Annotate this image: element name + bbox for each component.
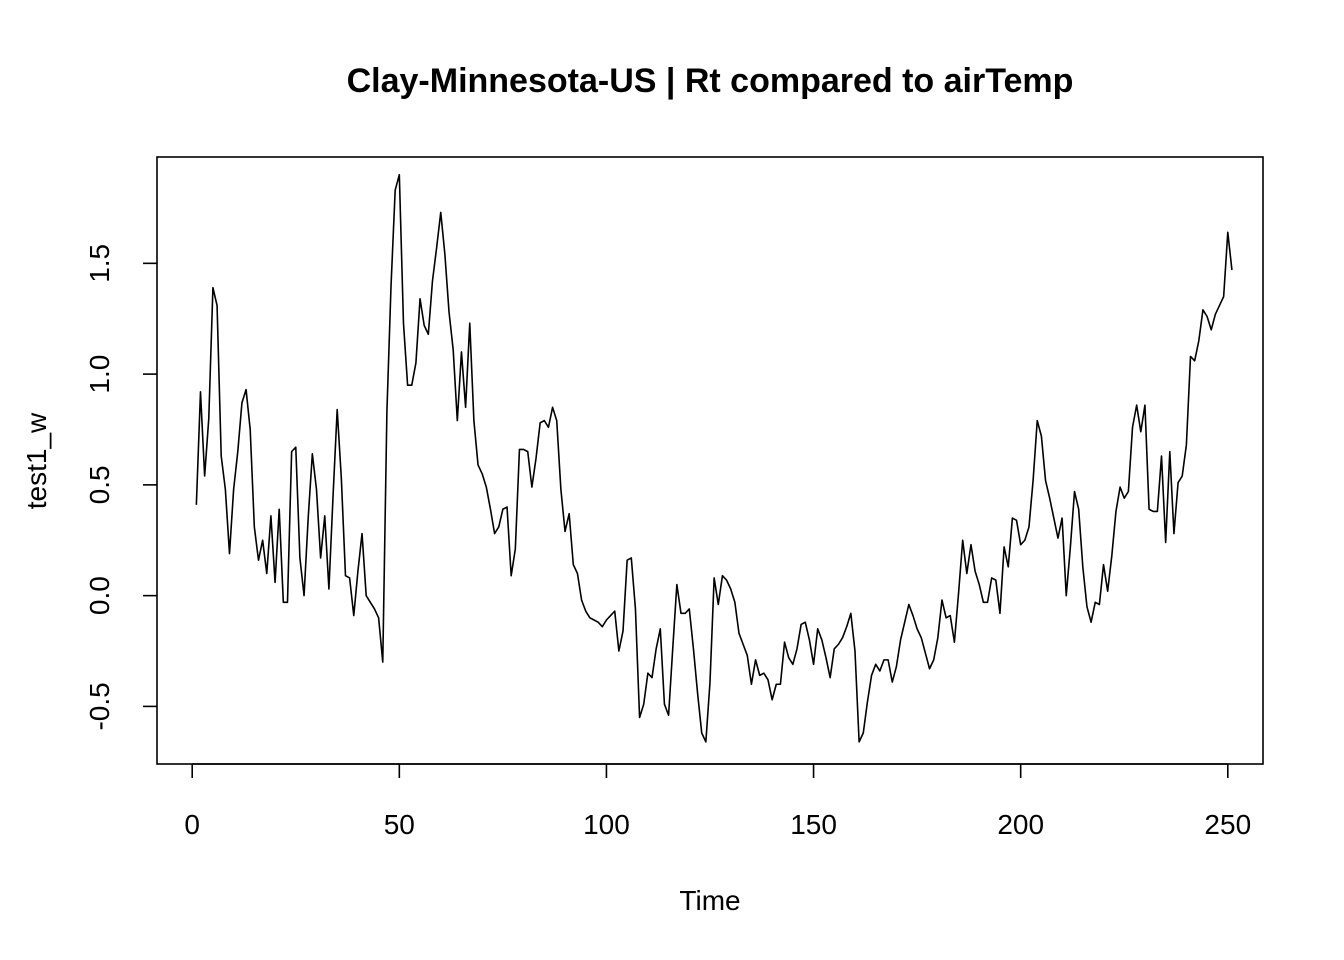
x-tick-label: 100 bbox=[583, 809, 630, 840]
y-tick-label: 0.5 bbox=[84, 465, 115, 504]
y-tick-label: 0.0 bbox=[84, 576, 115, 615]
x-axis: 0 50 100 150 200 250 bbox=[184, 763, 1251, 840]
series-line bbox=[195, 173, 1233, 743]
y-tick-label: -0.5 bbox=[84, 682, 115, 730]
x-axis-label: Time bbox=[679, 885, 740, 916]
x-tick-label: 250 bbox=[1204, 809, 1251, 840]
y-tick-label: 1.0 bbox=[84, 355, 115, 394]
y-axis: -0.5 0.0 0.5 1.0 1.5 bbox=[84, 244, 157, 731]
x-tick-label: 50 bbox=[384, 809, 415, 840]
chart-title: Clay-Minnesota-US | Rt compared to airTe… bbox=[347, 62, 1074, 100]
series-layer bbox=[195, 173, 1233, 743]
y-tick-label: 1.5 bbox=[84, 244, 115, 283]
x-tick-label: 150 bbox=[790, 809, 837, 840]
x-tick-label: 200 bbox=[997, 809, 1044, 840]
y-axis-label: test1_w bbox=[21, 412, 52, 509]
x-tick-label: 0 bbox=[184, 809, 200, 840]
